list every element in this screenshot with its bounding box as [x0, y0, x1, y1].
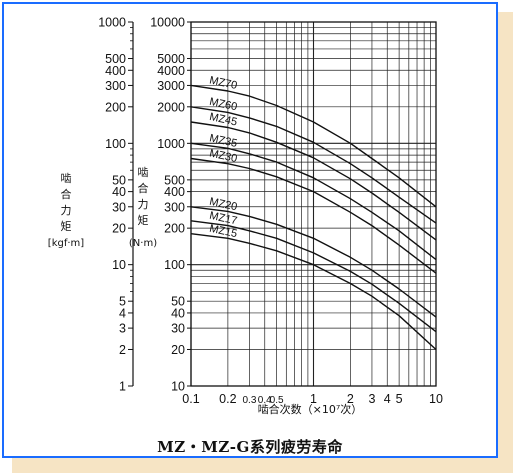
series-line-mz45	[190, 121, 437, 241]
series-line-mz60	[190, 106, 437, 224]
x-tick-label: 4	[384, 392, 391, 406]
y-tick-label: 500	[164, 173, 185, 187]
series-label: MZ17	[208, 210, 238, 228]
secondary-y-axis-label-char: 力	[61, 204, 72, 217]
series-label: MZ70	[208, 74, 238, 92]
secondary-y-axis-label-char: 啮	[61, 172, 72, 185]
chart-axes	[187, 21, 437, 387]
secondary-y-tick-label: 20	[112, 222, 126, 236]
secondary-y-tick-label: 100	[105, 137, 126, 151]
y-tick-label: 400	[164, 185, 185, 199]
frame-shadow-right	[498, 12, 513, 472]
secondary-y-tick-label: 400	[105, 64, 126, 78]
plot-border	[190, 21, 437, 387]
x-tick-label: 1	[310, 392, 317, 406]
secondary-y-tick-label: 1	[119, 380, 126, 394]
secondary-y-tick-label: 300	[105, 79, 126, 93]
secondary-y-axis-label-char: 合	[61, 187, 72, 201]
y-tick-label: 10000	[150, 16, 185, 30]
y-tick-label: 50	[171, 295, 185, 309]
secondary-y-tick-label: 3	[119, 322, 126, 336]
secondary-y-axis-label-char: 矩	[61, 220, 72, 233]
series-label: MZ35	[208, 132, 238, 150]
secondary-y-tick-label: 5	[119, 295, 126, 309]
series-label: MZ30	[208, 147, 238, 165]
series-line-mz35	[190, 142, 437, 261]
series-line-mz17	[190, 220, 437, 333]
secondary-y-tick-label: 4	[119, 306, 126, 320]
y-axis-label-char: 合	[138, 181, 149, 195]
series-line-mz20	[190, 206, 437, 318]
series-line-mz15	[190, 233, 437, 351]
secondary-y-tick-label: 50	[112, 173, 126, 187]
series-label: MZ60	[208, 96, 238, 114]
y-tick-label: 300	[164, 200, 185, 214]
y-axis-unit: (N·m)	[129, 238, 157, 249]
y-axis-label-char: 力	[138, 198, 149, 211]
secondary-y-tick-label: 40	[112, 185, 126, 199]
frame-border	[2, 2, 498, 458]
y-tick-label: 200	[164, 222, 185, 236]
x-tick-label: 0.2	[219, 392, 236, 406]
series-line-mz70	[190, 84, 437, 208]
y-tick-label: 100	[164, 258, 185, 272]
series-line-mz30	[190, 157, 437, 274]
secondary-y-tick-label: 200	[105, 100, 126, 114]
y-tick-label: 4000	[157, 64, 185, 78]
x-tick-label: 5	[396, 392, 403, 406]
secondary-y-tick-label: 1000	[98, 16, 126, 30]
y-tick-label: 10	[171, 380, 185, 394]
y-axis-label-char: 啮	[138, 166, 149, 179]
y-tick-label: 2000	[157, 100, 185, 114]
chart-labels: 啮合次数（×10⁷次） 1020304050100200300400500100…	[48, 16, 443, 417]
x-tick-label: 2	[347, 392, 354, 406]
y-tick-label: 3000	[157, 79, 185, 93]
x-axis-label: 啮合次数（×10⁷次）	[258, 402, 363, 416]
y-tick-label: 40	[171, 306, 185, 320]
secondary-y-axis-unit: [kgf·m]	[48, 238, 84, 249]
chart-series	[190, 84, 437, 351]
x-tick-label: 0.4	[258, 395, 272, 406]
x-tick-label: 10	[429, 392, 443, 406]
series-label: MZ15	[208, 223, 238, 241]
secondary-y-tick-label: 10	[112, 258, 126, 272]
x-tick-label: 0.3	[242, 395, 256, 406]
x-tick-label: 0.5	[270, 395, 284, 406]
frame-shadow-bottom	[12, 458, 513, 473]
x-tick-label: 0.1	[182, 392, 199, 406]
series-label: MZ20	[208, 196, 238, 214]
y-tick-label: 5000	[157, 52, 185, 66]
secondary-y-tick-label: 500	[105, 52, 126, 66]
y-tick-label: 30	[171, 322, 185, 336]
y-tick-label: 1000	[157, 137, 185, 151]
y-axis-label-char: 矩	[138, 214, 149, 227]
series-label: MZ45	[208, 111, 238, 129]
secondary-y-tick-label: 2	[119, 343, 126, 357]
figure-caption: MZ・MZ-G系列疲劳寿命	[157, 438, 343, 456]
x-tick-label: 3	[368, 392, 375, 406]
secondary-y-tick-label: 30	[112, 200, 126, 214]
y-tick-label: 20	[171, 343, 185, 357]
